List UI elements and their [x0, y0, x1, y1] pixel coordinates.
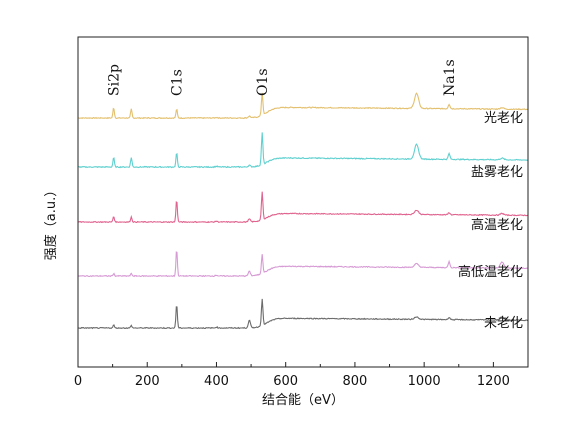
peak-label-na1s: Na1s	[442, 59, 458, 96]
x-tick-label: 1000	[408, 374, 441, 389]
series-line-3	[77, 191, 529, 224]
series-label-1: 光老化	[484, 111, 523, 126]
plot-frame	[77, 36, 529, 368]
x-tick-label: 1200	[477, 374, 510, 389]
series-label-3: 高温老化	[471, 217, 523, 233]
peak-label-o1s: O1s	[255, 68, 271, 96]
series-label-2: 盐雾老化	[471, 165, 523, 180]
series-label-4: 高低温老化	[458, 264, 523, 280]
x-tick-label: 400	[204, 374, 229, 389]
x-tick-label: 200	[135, 374, 160, 389]
peak-label-c1s: C1s	[170, 69, 186, 96]
series-layer	[77, 92, 529, 330]
x-tick-label: 0	[74, 374, 82, 389]
series-line-5	[77, 298, 529, 330]
series-line-1	[77, 92, 529, 120]
x-axis-ticks: 0 200 400 600 800 1000 1200	[74, 362, 510, 389]
x-tick-label: 600	[273, 374, 298, 389]
y-axis-title: 强度（a.u.）	[43, 184, 59, 260]
peak-labels: Si2p C1s O1s Na1s	[107, 59, 458, 96]
x-tick-label: 800	[343, 374, 368, 389]
series-label-5: 未老化	[484, 316, 523, 331]
series-line-2	[78, 132, 529, 169]
series-line-4	[77, 251, 529, 278]
x-axis-title: 结合能（eV）	[262, 393, 344, 408]
peak-label-si2p: Si2p	[107, 64, 123, 96]
